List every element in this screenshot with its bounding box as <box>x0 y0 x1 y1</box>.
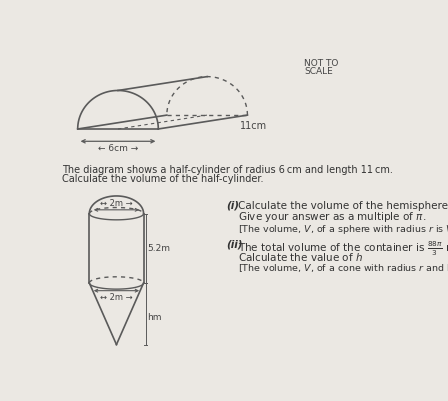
Text: Give your answer as a multiple of $\pi$.: Give your answer as a multiple of $\pi$. <box>238 210 426 224</box>
Text: [The volume, $V$, of a sphere with radius $r$ is $V = \frac{4}{3}\pi r^3$.]: [The volume, $V$, of a sphere with radiu… <box>238 222 448 239</box>
Text: Calculate the value of $h$: Calculate the value of $h$ <box>238 251 363 263</box>
Text: 5.2m: 5.2m <box>147 244 170 253</box>
Text: 11cm: 11cm <box>240 121 267 131</box>
Text: ↔ 2m →: ↔ 2m → <box>100 198 133 207</box>
Text: ↔ 2m →: ↔ 2m → <box>100 293 133 302</box>
Text: NOT TO: NOT TO <box>304 59 338 68</box>
Text: [The volume, $V$, of a cone with radius $r$ and height $h$ is $V = \frac{1}{3}\p: [The volume, $V$, of a cone with radius … <box>238 261 448 278</box>
Text: ← 6cm →: ← 6cm → <box>98 144 138 153</box>
Text: Calculate the volume of the hemisphere.: Calculate the volume of the hemisphere. <box>238 200 448 211</box>
Text: (i): (i) <box>227 200 240 211</box>
Text: The total volume of the container is $\frac{88\pi}{3}$ m$^3$: The total volume of the container is $\f… <box>238 239 448 257</box>
Text: Calculate the volume of the half-cylinder.: Calculate the volume of the half-cylinde… <box>62 174 264 184</box>
Text: The diagram shows a half-cylinder of radius 6 cm and length 11 cm.: The diagram shows a half-cylinder of rad… <box>62 165 393 175</box>
Text: SCALE: SCALE <box>304 67 333 76</box>
Text: hm: hm <box>147 313 162 322</box>
Text: (ii): (ii) <box>227 239 243 249</box>
